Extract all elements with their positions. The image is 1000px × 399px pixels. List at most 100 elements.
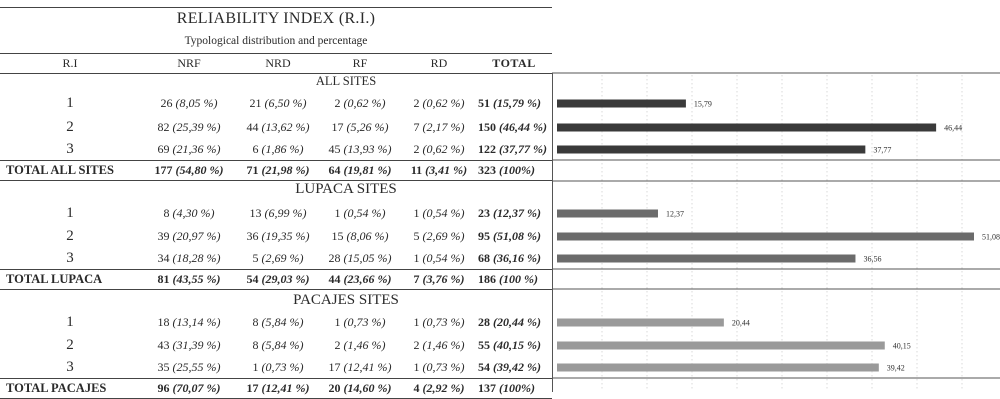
rd-cell: 1 (0,54 %) — [402, 204, 476, 223]
nrd-total-percent: (12,41 %) — [261, 381, 310, 395]
grand-total: 137 (100%) — [476, 379, 554, 398]
nrd-cell: 13 (6,99 %) — [238, 204, 318, 223]
total-top-rule — [0, 378, 552, 379]
nrd-total-percent: (21,98 %) — [261, 163, 310, 177]
nrd-cell-percent: (6,50 %) — [264, 96, 307, 110]
rd-cell-percent: (0,54 %) — [422, 206, 465, 220]
header-nrd: NRD — [265, 56, 291, 70]
nrd-total: 17 (12,41 %) — [238, 379, 318, 398]
nrd-cell-percent: (6,99 %) — [264, 206, 307, 220]
rd-cell-count: 2 — [413, 142, 420, 156]
table-row: 1 18 (13,14 %) 8 (5,84 %) 1 (0,73 %) 1 (0,73… — [0, 313, 552, 332]
rd-total-percent: (3,41 %) — [425, 163, 468, 177]
rf-total-percent: (23,66 %) — [343, 272, 392, 286]
rf-total-percent: (14,60 %) — [343, 381, 392, 395]
rd-cell-percent: (2,69 %) — [422, 229, 465, 243]
nrf-cell-percent: (4,30 %) — [172, 206, 215, 220]
total-cell-count: 55 — [478, 338, 490, 352]
bar-value-label: 39,42 — [887, 364, 905, 373]
header-total: TOTAL — [492, 56, 536, 70]
table-row: 2 43 (31,39 %) 8 (5,84 %) 2 (1,46 %) 2 (1,46… — [0, 336, 552, 355]
bar — [557, 209, 658, 218]
rf-cell-percent: (0,62 %) — [343, 96, 386, 110]
ri-value: 3 — [66, 359, 74, 375]
total-cell: 68 (36,16 %) — [476, 249, 554, 268]
nrf-cell: 69 (21,36 %) — [140, 140, 238, 159]
header-top-rule — [0, 53, 552, 54]
nrd-cell-count: 8 — [252, 338, 259, 352]
total-cell-count: 23 — [478, 206, 490, 220]
rd-total-count: 11 — [410, 163, 423, 177]
nrf-cell-count: 34 — [157, 251, 170, 265]
total-row-label: TOTAL LUPACA — [6, 272, 103, 286]
rf-cell: 45 (13,93 %) — [318, 140, 402, 159]
rd-cell-count: 1 — [413, 251, 420, 265]
nrf-cell-count: 8 — [163, 206, 170, 220]
grand-total: 323 (100%) — [476, 161, 554, 180]
rd-cell-percent: (1,46 %) — [422, 338, 465, 352]
total-row-label: TOTAL PACAJES — [6, 381, 107, 395]
nrf-total-count: 177 — [154, 163, 173, 177]
bar-value-label: 40,15 — [893, 342, 911, 351]
rd-cell: 1 (0,73 %) — [402, 358, 476, 377]
total-cell: 28 (20,44 %) — [476, 313, 554, 332]
total-row-label: TOTAL ALL SITES — [6, 163, 114, 177]
total-cell: 54 (39,42 %) — [476, 358, 554, 377]
nrf-cell-percent: (31,39 %) — [172, 338, 221, 352]
nrd-cell: 5 (2,69 %) — [238, 249, 318, 268]
rd-total-count: 7 — [413, 272, 420, 286]
section-header-lupaca-sites: LUPACA SITES — [295, 181, 397, 197]
total-cell: 150 (46,44 %) — [476, 118, 554, 137]
nrf-cell-percent: (18,28 %) — [172, 251, 221, 265]
bar-value-label: 36,56 — [863, 255, 881, 264]
bar — [557, 145, 866, 154]
rd-cell: 2 (0,62 %) — [402, 94, 476, 113]
total-cell-count: 122 — [478, 142, 496, 156]
grand-total-percent: (100%) — [499, 163, 535, 177]
table-row: 1 26 (8,05 %) 21 (6,50 %) 2 (0,62 %) 2 (0,62… — [0, 94, 552, 113]
total-row: TOTAL LUPACA 81 (43,55 %) 54 (29,03 %) 44 (… — [0, 270, 552, 289]
nrd-cell: 8 (5,84 %) — [238, 336, 318, 355]
nrd-total: 71 (21,98 %) — [238, 161, 318, 180]
table-row: 3 34 (18,28 %) 5 (2,69 %) 28 (15,05 %) 1 (0,… — [0, 249, 552, 268]
rd-cell-percent: (0,62 %) — [422, 142, 465, 156]
grand-total-count: 323 — [478, 163, 496, 177]
nrf-cell: 43 (31,39 %) — [140, 336, 238, 355]
bar — [557, 99, 686, 108]
ri-value: 2 — [66, 337, 74, 353]
nrd-cell: 36 (19,35 %) — [238, 227, 318, 246]
total-cell-percent: (12,37 %) — [493, 206, 541, 220]
nrd-cell-count: 21 — [249, 96, 262, 110]
rf-cell-percent: (0,54 %) — [343, 206, 386, 220]
ri-value: 1 — [66, 205, 74, 221]
nrd-cell-count: 36 — [246, 229, 259, 243]
rd-total: 11 (3,41 %) — [402, 161, 476, 180]
rf-cell: 17 (5,26 %) — [318, 118, 402, 137]
total-cell-count: 51 — [478, 96, 490, 110]
ri-value: 1 — [66, 95, 74, 111]
header-rd: RD — [430, 56, 448, 70]
total-top-rule — [0, 269, 552, 270]
nrd-cell-percent: (5,84 %) — [261, 338, 304, 352]
nrd-cell: 6 (1,86 %) — [238, 140, 318, 159]
rd-total-percent: (3,76 %) — [422, 272, 465, 286]
rf-cell-count: 17 — [331, 120, 344, 134]
total-cell: 122 (37,77 %) — [476, 140, 554, 159]
nrd-cell-percent: (19,35 %) — [261, 229, 310, 243]
rf-cell-percent: (8,06 %) — [346, 229, 389, 243]
ri-value: 2 — [66, 228, 74, 244]
total-cell-percent: (51,08 %) — [493, 229, 541, 243]
bar-value-label: 46,44 — [944, 124, 962, 133]
nrd-cell: 1 (0,73 %) — [238, 358, 318, 377]
nrf-cell-percent: (20,97 %) — [172, 229, 221, 243]
nrd-cell: 21 (6,50 %) — [238, 94, 318, 113]
header-rf: RF — [352, 56, 368, 70]
nrd-total-count: 17 — [246, 381, 259, 395]
nrf-total-percent: (70,07 %) — [172, 381, 221, 395]
rd-cell-count: 2 — [413, 96, 420, 110]
rd-cell: 2 (1,46 %) — [402, 336, 476, 355]
total-cell-count: 28 — [478, 315, 490, 329]
nrd-cell-count: 13 — [249, 206, 262, 220]
grand-total-percent: (100%) — [499, 381, 535, 395]
